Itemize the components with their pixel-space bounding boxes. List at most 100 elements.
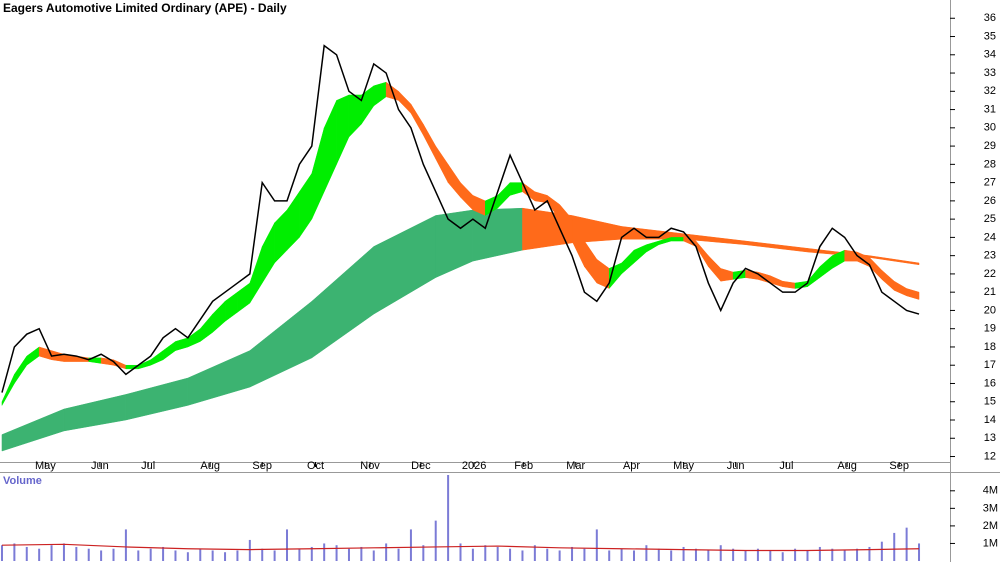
x-tick-label: Mar	[566, 460, 585, 472]
volume-bar	[645, 545, 648, 561]
x-tick-label: Dec	[411, 460, 431, 472]
y-tick-label: 3M	[983, 502, 998, 514]
y-tick-label: 29	[984, 140, 996, 152]
y-tick-label: 33	[984, 67, 996, 79]
y-tick-label: 30	[984, 122, 996, 134]
volume-bar	[149, 548, 152, 561]
y-tick-label: 24	[984, 231, 996, 243]
volume-bar	[893, 532, 896, 561]
y-tick-label: 36	[984, 12, 996, 24]
volume-bar	[38, 548, 41, 561]
volume-bar	[546, 548, 549, 561]
y-tick-label: 20	[984, 304, 996, 316]
y-tick-label: 15	[984, 396, 996, 408]
volume-bar	[918, 543, 921, 561]
volume-bar	[75, 546, 78, 561]
y-tick-label: 21	[984, 286, 996, 298]
x-tick-label: May	[35, 460, 56, 472]
x-tick-label: Nov	[360, 460, 380, 472]
x-tick-label: May	[673, 460, 694, 472]
volume-bar	[100, 550, 103, 561]
y-tick-label: 17	[984, 359, 996, 371]
volume-bar	[620, 548, 623, 561]
volume-bar	[186, 552, 189, 561]
volume-bar	[347, 548, 350, 561]
y-tick-label: 2M	[983, 520, 998, 532]
volume-bar	[459, 543, 462, 561]
volume-bar	[558, 550, 561, 561]
volume-bar	[843, 550, 846, 561]
volume-bar	[385, 543, 388, 561]
volume-average	[1, 543, 920, 552]
x-tick-label: Jul	[779, 460, 793, 472]
chart-title: Eagers Automotive Limited Ordinary (APE)…	[3, 1, 287, 15]
volume-bar	[50, 545, 53, 561]
x-tick-label: Jun	[91, 460, 109, 472]
y-tick-label: 27	[984, 177, 996, 189]
y-tick-label: 13	[984, 432, 996, 444]
volume-bar	[224, 552, 227, 561]
volume-bar	[670, 550, 673, 561]
volume-bar	[199, 548, 202, 561]
y-tick-label: 34	[984, 49, 996, 61]
x-tick-label: Apr	[623, 460, 640, 472]
volume-bar	[657, 548, 660, 561]
volume-bar	[236, 550, 239, 561]
volume-bar	[372, 550, 375, 561]
volume-bar	[397, 548, 400, 561]
volume-bar	[509, 548, 512, 561]
volume-bar	[794, 548, 797, 561]
volume-bar	[422, 545, 425, 561]
volume-bar	[360, 546, 363, 561]
ma-band	[906, 288, 920, 300]
volume-bar	[13, 543, 16, 561]
volume-bar	[124, 529, 127, 561]
y-tick-label: 4M	[983, 485, 998, 497]
y-tick-label: 12	[984, 450, 996, 462]
volume-bar	[682, 546, 685, 561]
x-tick-label: Aug	[200, 460, 220, 472]
x-tick-label: Jun	[727, 460, 745, 472]
volume-bar	[571, 546, 574, 561]
volume-bar	[583, 548, 586, 561]
y-tick-label: 14	[984, 414, 996, 426]
volume-bar	[471, 548, 474, 561]
volume-bar	[211, 550, 214, 561]
volume-bar	[818, 546, 821, 561]
y-tick-label: 22	[984, 268, 996, 280]
volume-bar	[769, 550, 772, 561]
volume-bar	[409, 529, 412, 561]
volume-bar	[880, 541, 883, 561]
volume-bar	[298, 548, 301, 561]
y-tick-label: 32	[984, 85, 996, 97]
y-tick-label: 25	[984, 213, 996, 225]
volume-bar	[732, 548, 735, 561]
volume-bar	[521, 550, 524, 561]
x-tick-label: Jul	[141, 460, 155, 472]
volume-bar	[0, 545, 3, 561]
volume-bar	[496, 546, 499, 561]
x-tick-label: Sep	[252, 460, 272, 472]
y-tick-label: 19	[984, 323, 996, 335]
volume-bar	[335, 545, 338, 561]
x-tick-label: Sep	[889, 460, 909, 472]
volume-bar	[744, 550, 747, 561]
volume-bar	[719, 545, 722, 561]
volume-bar	[856, 548, 859, 561]
x-tick-label: Feb	[514, 460, 533, 472]
volume-bar	[323, 543, 326, 561]
volume-bar	[434, 520, 437, 561]
volume-bar	[286, 529, 289, 561]
volume-bar	[806, 550, 809, 561]
volume-bar	[781, 552, 784, 561]
volume-bar	[595, 529, 598, 561]
volume-bar	[831, 548, 834, 561]
x-tick-label: 2026	[462, 460, 486, 472]
volume-bar	[632, 550, 635, 561]
volume-bar	[174, 550, 177, 561]
volume-bar	[261, 548, 264, 561]
volume-bar	[112, 548, 115, 561]
